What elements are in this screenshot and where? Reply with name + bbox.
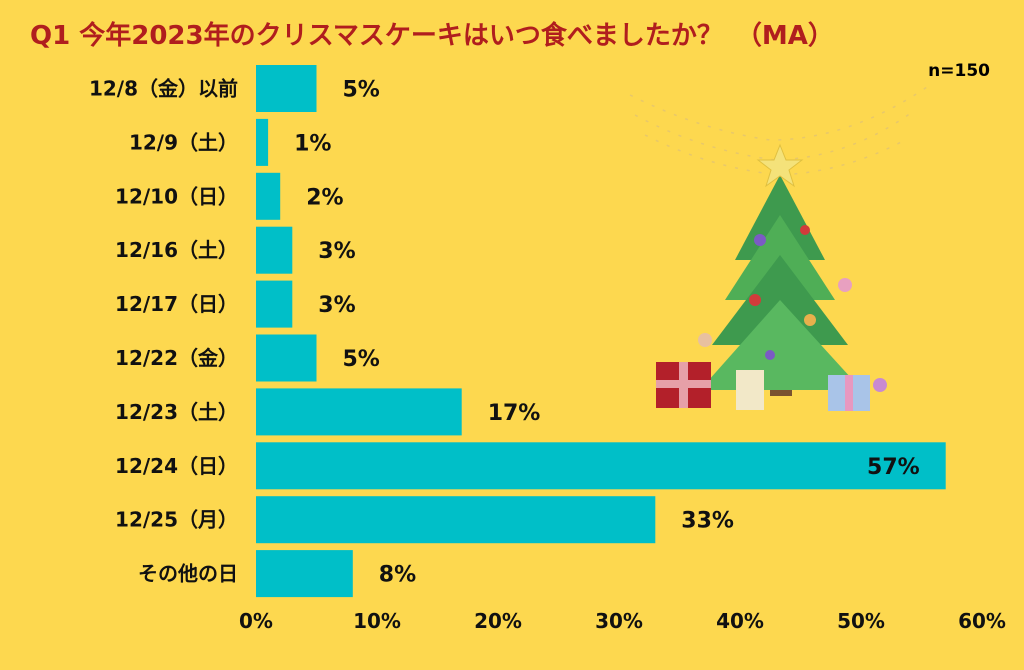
bar xyxy=(256,226,293,274)
chart-title: Q1 今年2023年のクリスマスケーキはいつ食べましたか？ （MA） xyxy=(30,20,834,51)
x-tick-label: 60% xyxy=(958,609,1006,633)
category-label: 12/22（金） xyxy=(115,346,238,370)
x-tick-label: 40% xyxy=(716,609,764,633)
x-tick-label: 50% xyxy=(837,609,885,633)
bars xyxy=(256,65,946,598)
value-label: 57% xyxy=(867,455,920,480)
category-label: 12/25（月） xyxy=(115,508,238,532)
category-label: その他の日 xyxy=(138,562,238,586)
bar xyxy=(256,388,462,436)
value-label: 3% xyxy=(318,239,355,264)
value-label: 5% xyxy=(343,78,380,103)
x-tick-label: 20% xyxy=(474,609,522,633)
category-label: 12/8（金）以前 xyxy=(89,77,238,101)
christmas-decoration xyxy=(629,84,931,411)
bar xyxy=(256,172,281,220)
category-label: 12/24（日） xyxy=(115,454,238,478)
sample-size-note: n=150 xyxy=(928,61,990,81)
bar xyxy=(256,550,353,598)
category-label: 12/16（土） xyxy=(115,238,238,262)
category-label: 12/9（土） xyxy=(129,130,238,154)
christmas-tree-icon xyxy=(698,143,887,396)
value-label: 17% xyxy=(488,401,541,426)
value-label: 3% xyxy=(318,293,355,318)
x-tick-label: 30% xyxy=(595,609,643,633)
gift-box-icon xyxy=(656,362,870,411)
x-axis-ticks: 0% 10% 20% 30% 40% 50% 60% xyxy=(239,609,1006,633)
value-label: 1% xyxy=(294,131,331,156)
category-label: 12/10（日） xyxy=(115,184,238,208)
category-label: 12/23（土） xyxy=(115,400,238,424)
category-label: 12/17（日） xyxy=(115,292,238,316)
value-label: 8% xyxy=(379,563,416,588)
bar xyxy=(256,496,656,544)
value-label: 2% xyxy=(306,185,343,210)
value-label: 33% xyxy=(681,509,734,534)
x-tick-label: 10% xyxy=(353,609,401,633)
bar xyxy=(256,118,269,166)
x-tick-label: 0% xyxy=(239,609,273,633)
value-labels: 5% 1% 2% 3% 3% 5% 17% 57% 33% 8% xyxy=(294,78,920,588)
category-labels: 12/8（金）以前 12/9（土） 12/10（日） 12/16（土） 12/17（日）… xyxy=(89,77,238,586)
string-lights-icon xyxy=(629,84,931,176)
bar xyxy=(256,65,317,112)
bar xyxy=(256,280,293,328)
bar xyxy=(256,442,946,490)
value-label: 5% xyxy=(343,347,380,372)
bar xyxy=(256,334,317,382)
